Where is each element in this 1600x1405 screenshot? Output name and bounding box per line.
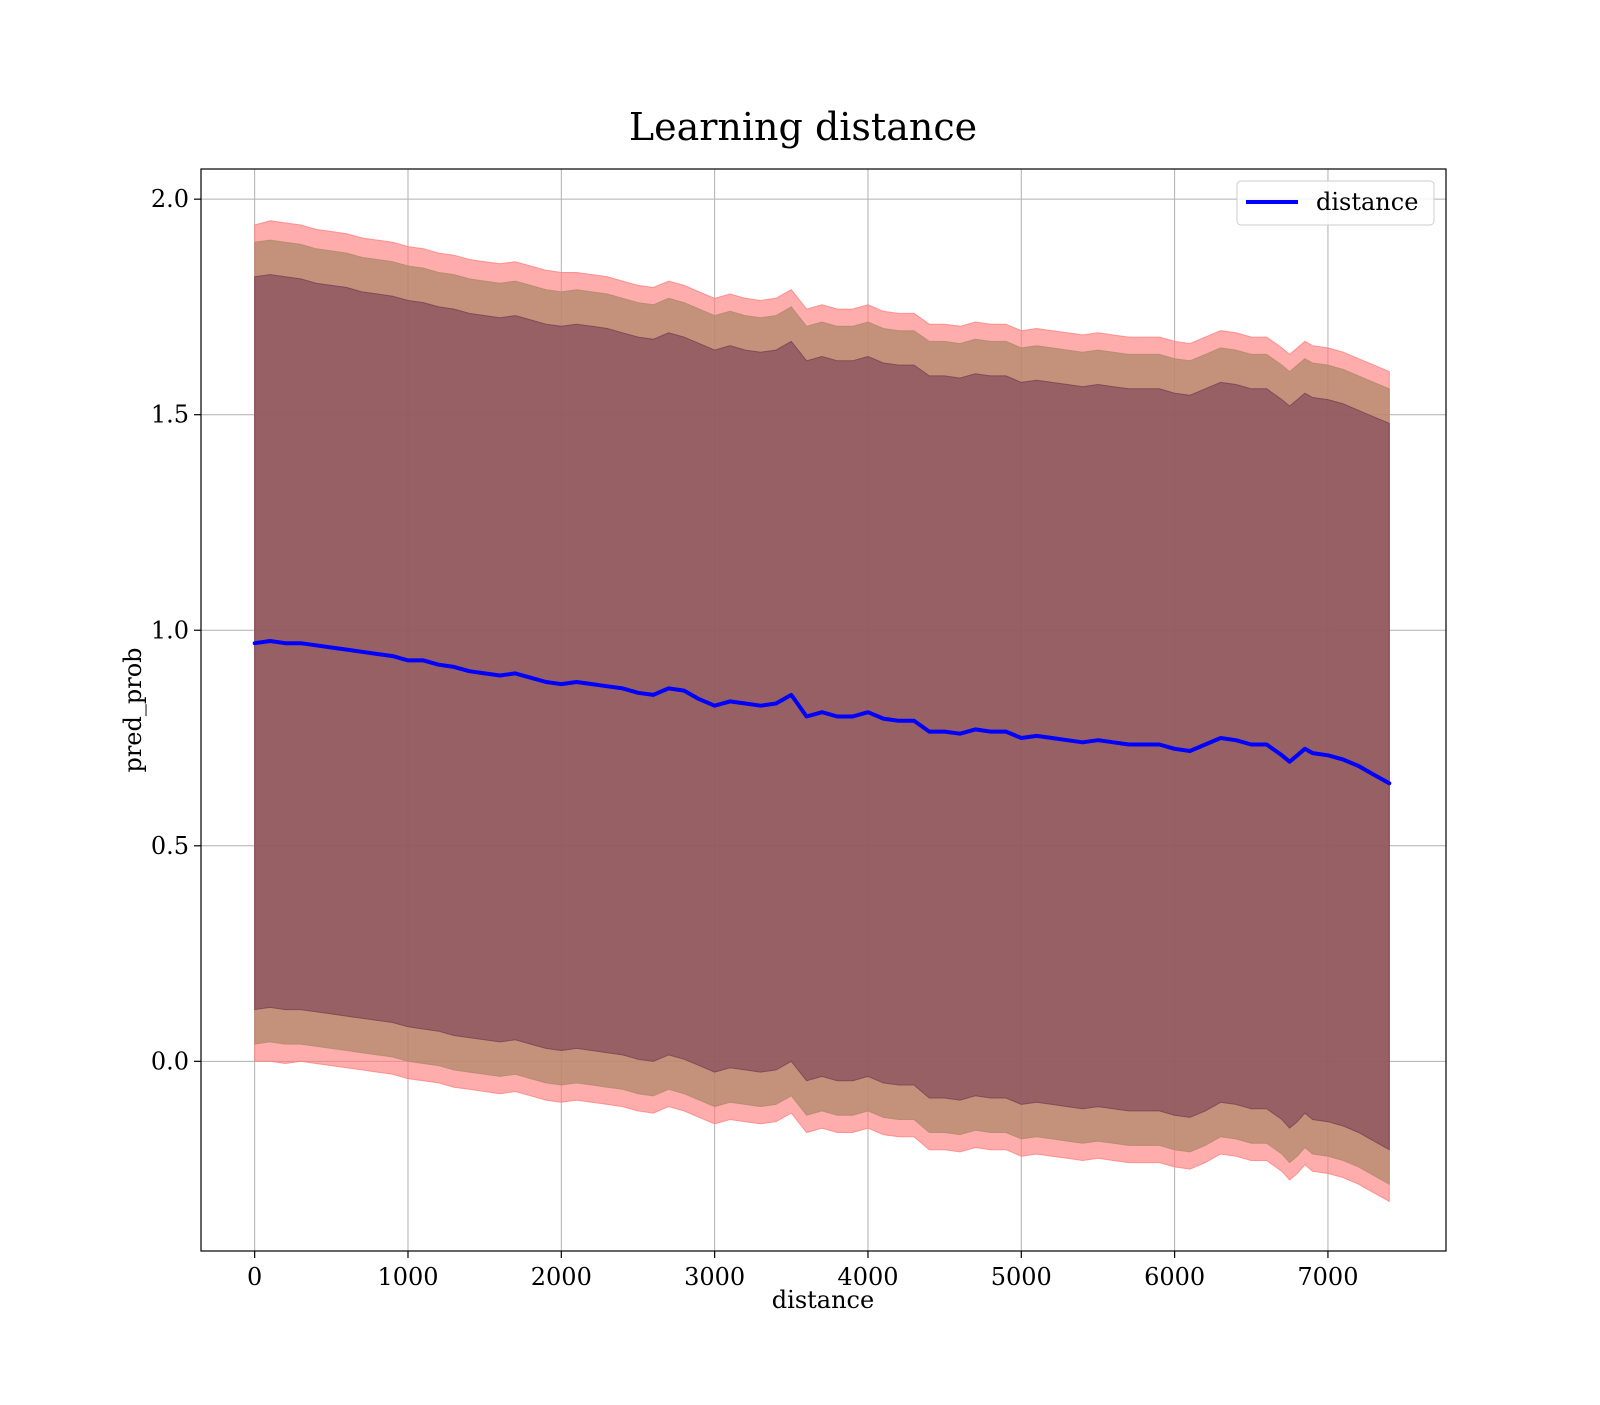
y-axis-label: pred_prob <box>119 647 147 772</box>
series-lines <box>252 639 1392 786</box>
series-line-distance <box>252 639 1392 786</box>
x-tick-label: 2000 <box>531 1263 592 1291</box>
y-tick-label: 1.5 <box>151 401 189 429</box>
plot-area-frame <box>200 168 1447 1252</box>
x-axis-label: distance <box>772 1286 874 1314</box>
y-tick-label: 0.0 <box>151 1047 189 1075</box>
legend: distance <box>1236 180 1435 226</box>
y-axis-ticks: 0.0 0.5 1.0 1.5 2.0 <box>151 185 201 1075</box>
x-tick-label: 7000 <box>1297 1263 1358 1291</box>
x-tick-label: 6000 <box>1144 1263 1205 1291</box>
x-tick-label: 5000 <box>991 1263 1052 1291</box>
y-tick-label: 1.0 <box>151 616 189 644</box>
y-tick-label: 0.5 <box>151 832 189 860</box>
x-tick-label: 3000 <box>684 1263 745 1291</box>
x-tick-label: 0 <box>247 1263 262 1291</box>
x-tick-label: 1000 <box>377 1263 438 1291</box>
x-axis-ticks: 0 1000 2000 3000 4000 5000 6000 7000 <box>247 1251 1358 1291</box>
x-tick-label: 4000 <box>837 1263 898 1291</box>
chart-title: Learning distance <box>629 105 977 149</box>
y-tick-label: 2.0 <box>151 185 189 213</box>
legend-box <box>1236 180 1435 226</box>
legend-label-distance: distance <box>1316 188 1418 216</box>
